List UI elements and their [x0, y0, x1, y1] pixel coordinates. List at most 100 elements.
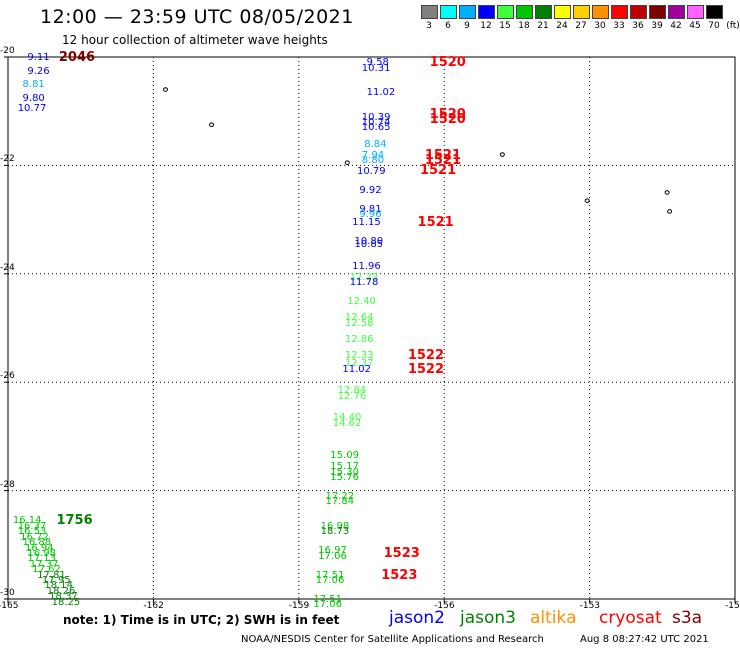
legend-swatch — [440, 5, 457, 19]
wave-height-reading: 10.65 — [361, 122, 391, 134]
credit-text: NOAA/NESDIS Center for Satellite Applica… — [241, 634, 544, 645]
legend-label: 9 — [464, 21, 470, 31]
legend-label: 33 — [613, 21, 625, 31]
wave-height-reading: 16.98 — [320, 520, 350, 532]
wave-height-reading: 9.92 — [359, 184, 382, 196]
wave-height-reading: 9.58 — [366, 57, 389, 69]
legend-label: 15 — [499, 21, 511, 31]
legend-swatch — [706, 5, 723, 19]
latitude-label: -30 — [0, 588, 15, 598]
wave-height-reading: 9.26 — [27, 65, 50, 77]
wave-height-reading: 10.74 — [361, 117, 391, 129]
island-outline — [584, 198, 590, 203]
legend-label: 42 — [670, 21, 682, 31]
legend-swatch — [630, 5, 647, 19]
legend-label: 30 — [594, 21, 606, 31]
satellite-label: jason2 — [389, 608, 445, 628]
wave-height-reading: 10.79 — [356, 165, 386, 177]
latitude-label: -24 — [0, 262, 15, 273]
wave-height-reading: 11.02 — [342, 363, 372, 375]
wave-height-reading: 17.06 — [318, 550, 347, 562]
generated-timestamp: Aug 8 08:27:42 UTC 2021 — [580, 634, 709, 645]
legend-label: 70 — [708, 21, 720, 31]
wave-height-reading: 18.73 — [320, 526, 350, 538]
wave-height-reading: 16.88 — [22, 537, 52, 549]
wave-height-reading: 15.09 — [330, 450, 359, 462]
wave-height-reading: 9.96 — [359, 209, 382, 221]
longitude-label: -150 — [725, 601, 740, 611]
wave-height-reading: 17.62 — [32, 564, 61, 576]
island-outline — [667, 209, 673, 214]
pass-time-label: 1756 — [56, 513, 93, 529]
wave-height-reading: 12.40 — [347, 295, 376, 307]
wave-height-reading: 11.78 — [349, 276, 379, 288]
legend-swatch — [611, 5, 628, 19]
wave-height-reading: 17.51 — [313, 594, 342, 605]
wave-height-reading: 17.22 — [325, 491, 355, 503]
island-outline — [209, 122, 215, 128]
legend-swatch — [459, 5, 476, 19]
legend-swatch — [497, 5, 514, 19]
legend-swatch — [421, 5, 438, 19]
legend-swatch — [478, 5, 495, 19]
pass-time-label: 1521 — [417, 215, 454, 231]
wave-height-reading: 17.95 — [41, 575, 71, 587]
wave-height-reading: 12.33 — [344, 350, 374, 362]
map-title: 12:00 — 23:59 UTC 08/05/2021 — [40, 6, 354, 28]
legend-label: 39 — [651, 21, 663, 31]
wave-height-reading: 17.84 — [325, 496, 355, 508]
legend-swatch — [535, 5, 552, 19]
satellite-label: s3a — [672, 608, 703, 628]
latitude-label: -26 — [0, 371, 15, 382]
wave-height-reading: 12.23 — [349, 271, 379, 283]
pass-time-label: 1522 — [407, 348, 445, 364]
wave-height-reading: 17.06 — [315, 575, 345, 587]
wave-height-reading: 18.26 — [46, 585, 76, 597]
wave-height-reading: 16.53 — [17, 526, 47, 538]
wave-height-reading: 17.06 — [313, 599, 342, 611]
longitude-label: -159 — [288, 601, 310, 611]
legend-label: 12 — [480, 21, 492, 31]
legend-label: 6 — [445, 21, 451, 31]
legend-swatch — [668, 5, 685, 19]
wave-height-reading: 9.80 — [22, 92, 45, 104]
island-outline — [664, 190, 670, 195]
wave-height-reading: 8.84 — [364, 138, 387, 150]
wave-height-reading: 16.14 — [12, 515, 42, 527]
satellite-label: jason3 — [460, 608, 516, 628]
wave-height-reading: 10.31 — [361, 62, 391, 74]
pass-time-label: 1520 — [429, 55, 466, 71]
latitude-label: -22 — [0, 154, 15, 165]
wave-height-reading: 7.94 — [361, 149, 385, 161]
wave-height-reading: 14.62 — [332, 417, 362, 429]
wave-height-reading: 14.40 — [332, 412, 362, 424]
wave-height-reading: 8.81 — [22, 79, 45, 91]
pass-time-label: 2046 — [58, 50, 96, 65]
latitude-label: -20 — [0, 46, 15, 56]
legend-unit: (ft) — [726, 21, 740, 31]
pass-time-label: 1521 — [419, 162, 457, 178]
legend-swatch — [649, 5, 666, 19]
wave-height-reading: 12.86 — [344, 333, 374, 345]
latitude-label: -28 — [0, 479, 15, 490]
legend-swatch — [592, 5, 609, 19]
wave-height-reading: 18.25 — [51, 596, 81, 608]
legend-label: 36 — [632, 21, 644, 31]
pass-time-label: 1520 — [429, 106, 466, 122]
wave-height-reading: 10.39 — [361, 111, 391, 123]
legend-label: 21 — [537, 21, 549, 31]
wave-height-reading: 17.81 — [37, 569, 66, 581]
wave-height-reading: 11.15 — [352, 217, 381, 229]
wave-height-map: -165 -162 -159 -156 -153 -150 -20 -22 -24 -26 -28 -… — [0, 46, 740, 611]
pass-time-label: 1520 — [429, 112, 466, 128]
satellite-label: cryosat — [599, 608, 662, 628]
wave-height-reading: 17.37 — [29, 558, 59, 570]
legend-swatch — [573, 5, 590, 19]
legend-label: 3 — [426, 21, 432, 31]
wave-height-reading: 12.76 — [337, 390, 367, 402]
pass-time-label: 1523 — [383, 545, 420, 561]
wave-height-reading: 12.37 — [344, 358, 374, 370]
wave-height-reading: 10.80 — [354, 236, 384, 248]
legend-swatch — [554, 5, 571, 19]
pass-time-label: 1521 — [424, 147, 461, 163]
